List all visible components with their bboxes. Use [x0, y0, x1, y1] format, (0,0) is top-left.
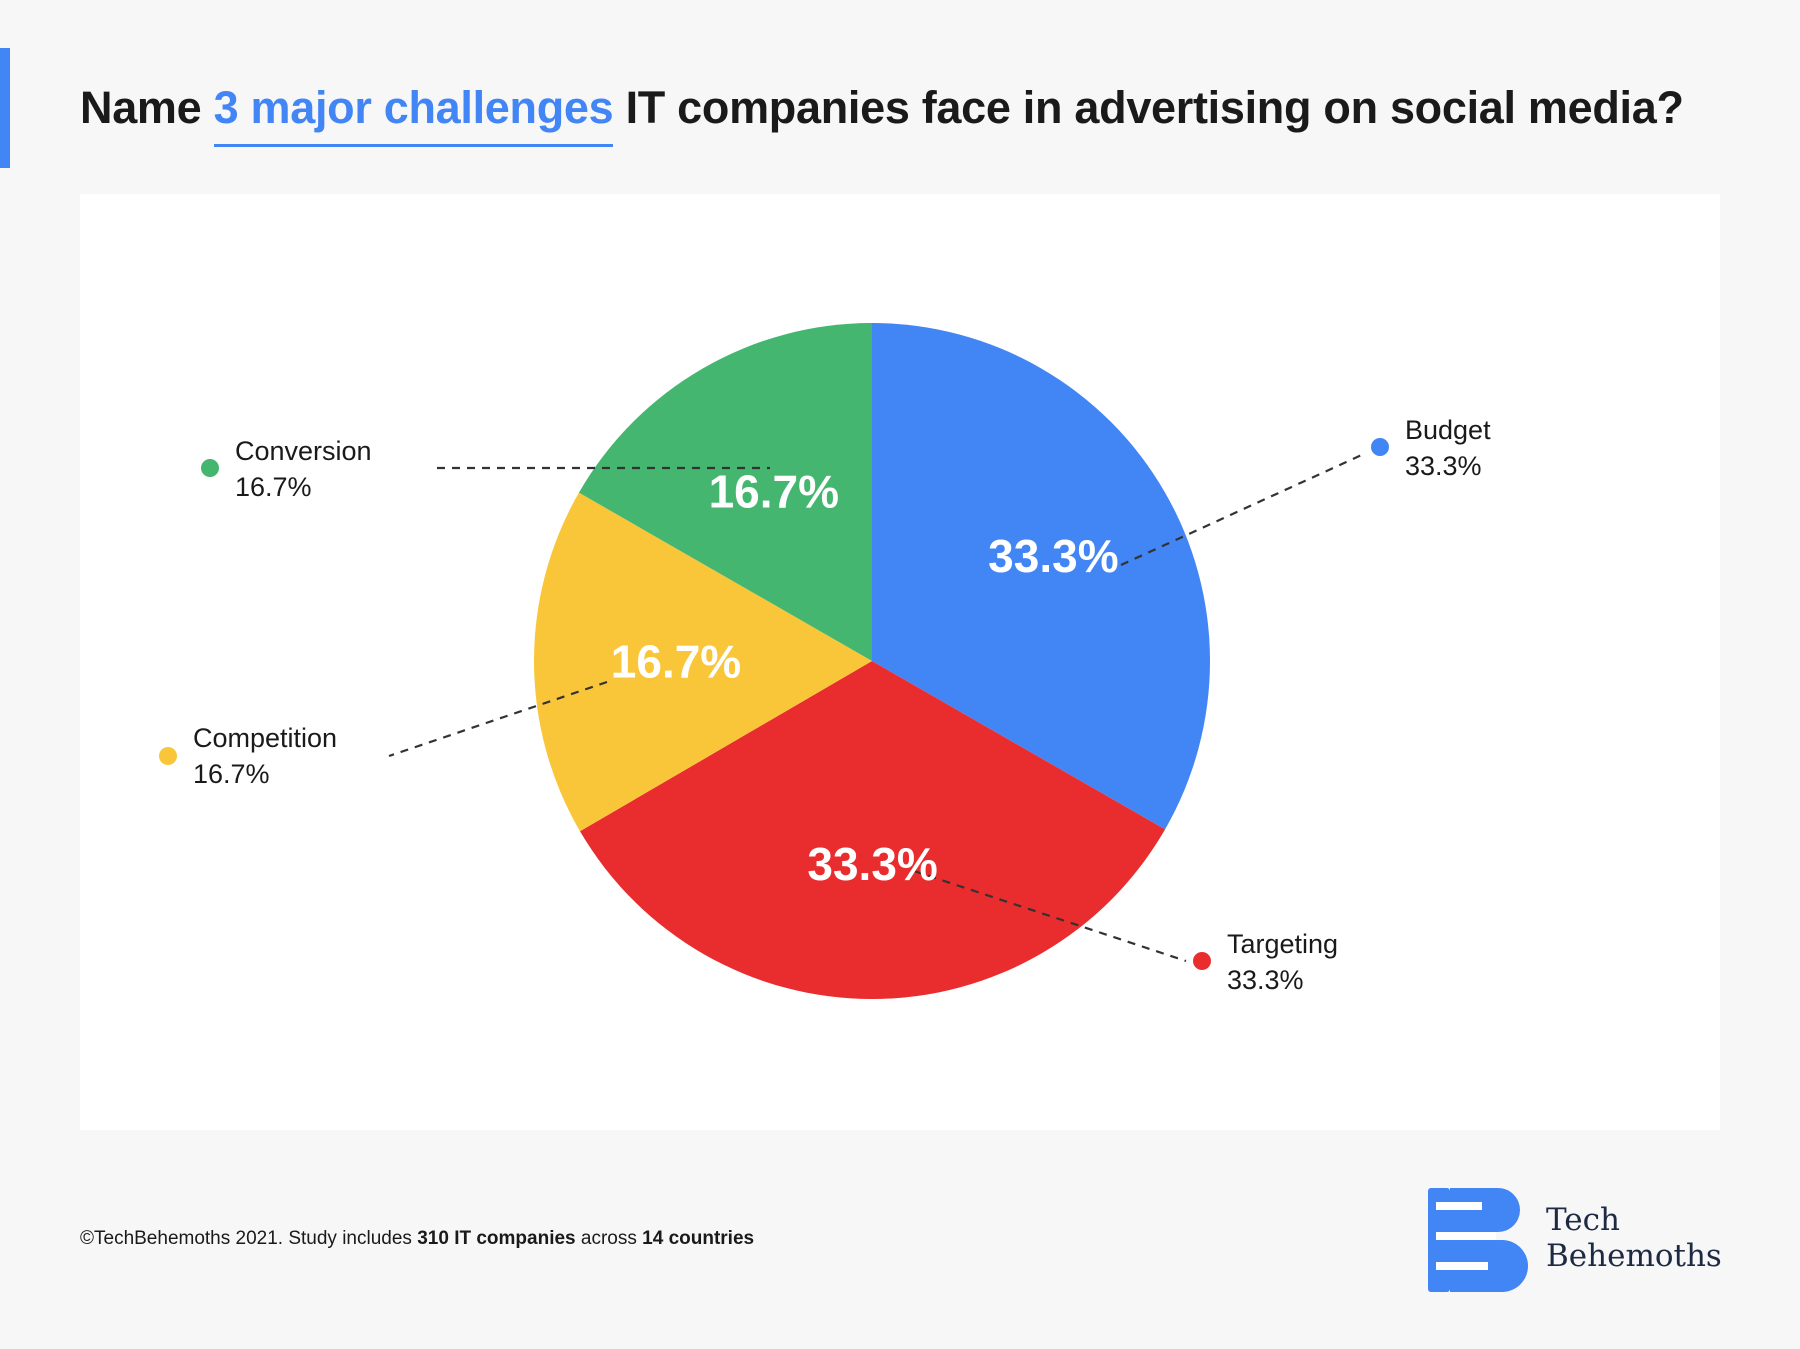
- pie-slices: [533, 323, 1211, 1000]
- leader-line-targeting: [913, 869, 1187, 963]
- tech-behemoths-logo: Tech Behemoths: [1428, 1188, 1728, 1292]
- footnote-across: across: [580, 1228, 637, 1249]
- title-suffix: IT companies face in advertising on soci…: [625, 82, 1684, 133]
- footnote-copyright: ©TechBehemoths 2021. Study includes: [80, 1228, 412, 1249]
- leader-lines: [388, 451, 1367, 963]
- legend-dot-targeting: [1193, 952, 1211, 970]
- footnote-companies: 310 IT companies: [417, 1228, 576, 1249]
- pie-slice-conversion: [578, 323, 872, 661]
- legend-dot-conversion: [201, 459, 219, 477]
- legend-dot-competition: [159, 747, 177, 765]
- pie-slice-competition: [533, 492, 872, 832]
- callout-value-conversion: 16.7%: [235, 472, 312, 502]
- chart-card: 33.3% 33.3% 16.7% 16.7% Budget 33.3% Targetin…: [80, 194, 1720, 1130]
- tech-behemoths-logo-icon: [1428, 1188, 1528, 1292]
- pie-slice-budget: [872, 323, 1211, 830]
- callout-value-budget: 33.3%: [1405, 451, 1482, 481]
- legend-dot-budget: [1371, 438, 1389, 456]
- logo-line-1: Tech: [1546, 1202, 1620, 1238]
- slice-value-labels: 33.3% 33.3% 16.7% 16.7%: [611, 465, 1119, 890]
- callout-name-competition: Competition: [193, 723, 337, 753]
- callout-name-budget: Budget: [1405, 415, 1491, 445]
- callout-name-targeting: Targeting: [1227, 929, 1338, 959]
- footnote-countries: 14 countries: [642, 1228, 755, 1249]
- page-title: Name 3 major challenges IT companies fac…: [80, 82, 1684, 147]
- slice-label-targeting: 33.3%: [807, 838, 937, 890]
- title-prefix: Name: [80, 82, 202, 133]
- pie-chart: 33.3% 33.3% 16.7% 16.7% Budget 33.3% Targetin…: [159, 323, 1491, 1000]
- footnote: ©TechBehemoths 2021. Study includes 310 …: [80, 1228, 754, 1250]
- title-highlight: 3 major challenges: [213, 82, 614, 147]
- pie-slice-targeting: [579, 661, 1166, 1000]
- callout-value-targeting: 33.3%: [1227, 965, 1304, 995]
- accent-bar: [0, 48, 10, 168]
- callout-name-conversion: Conversion: [235, 436, 372, 466]
- slice-label-conversion: 16.7%: [709, 465, 839, 517]
- logo-line-2: Behemoths: [1546, 1238, 1722, 1274]
- logo-wordmark: Tech Behemoths: [1546, 1202, 1722, 1274]
- slice-label-competition: 16.7%: [611, 636, 741, 688]
- callout-value-competition: 16.7%: [193, 759, 270, 789]
- callout-labels: Budget 33.3% Targeting 33.3% Competition 16.7…: [159, 415, 1491, 995]
- slice-label-budget: 33.3%: [988, 530, 1118, 582]
